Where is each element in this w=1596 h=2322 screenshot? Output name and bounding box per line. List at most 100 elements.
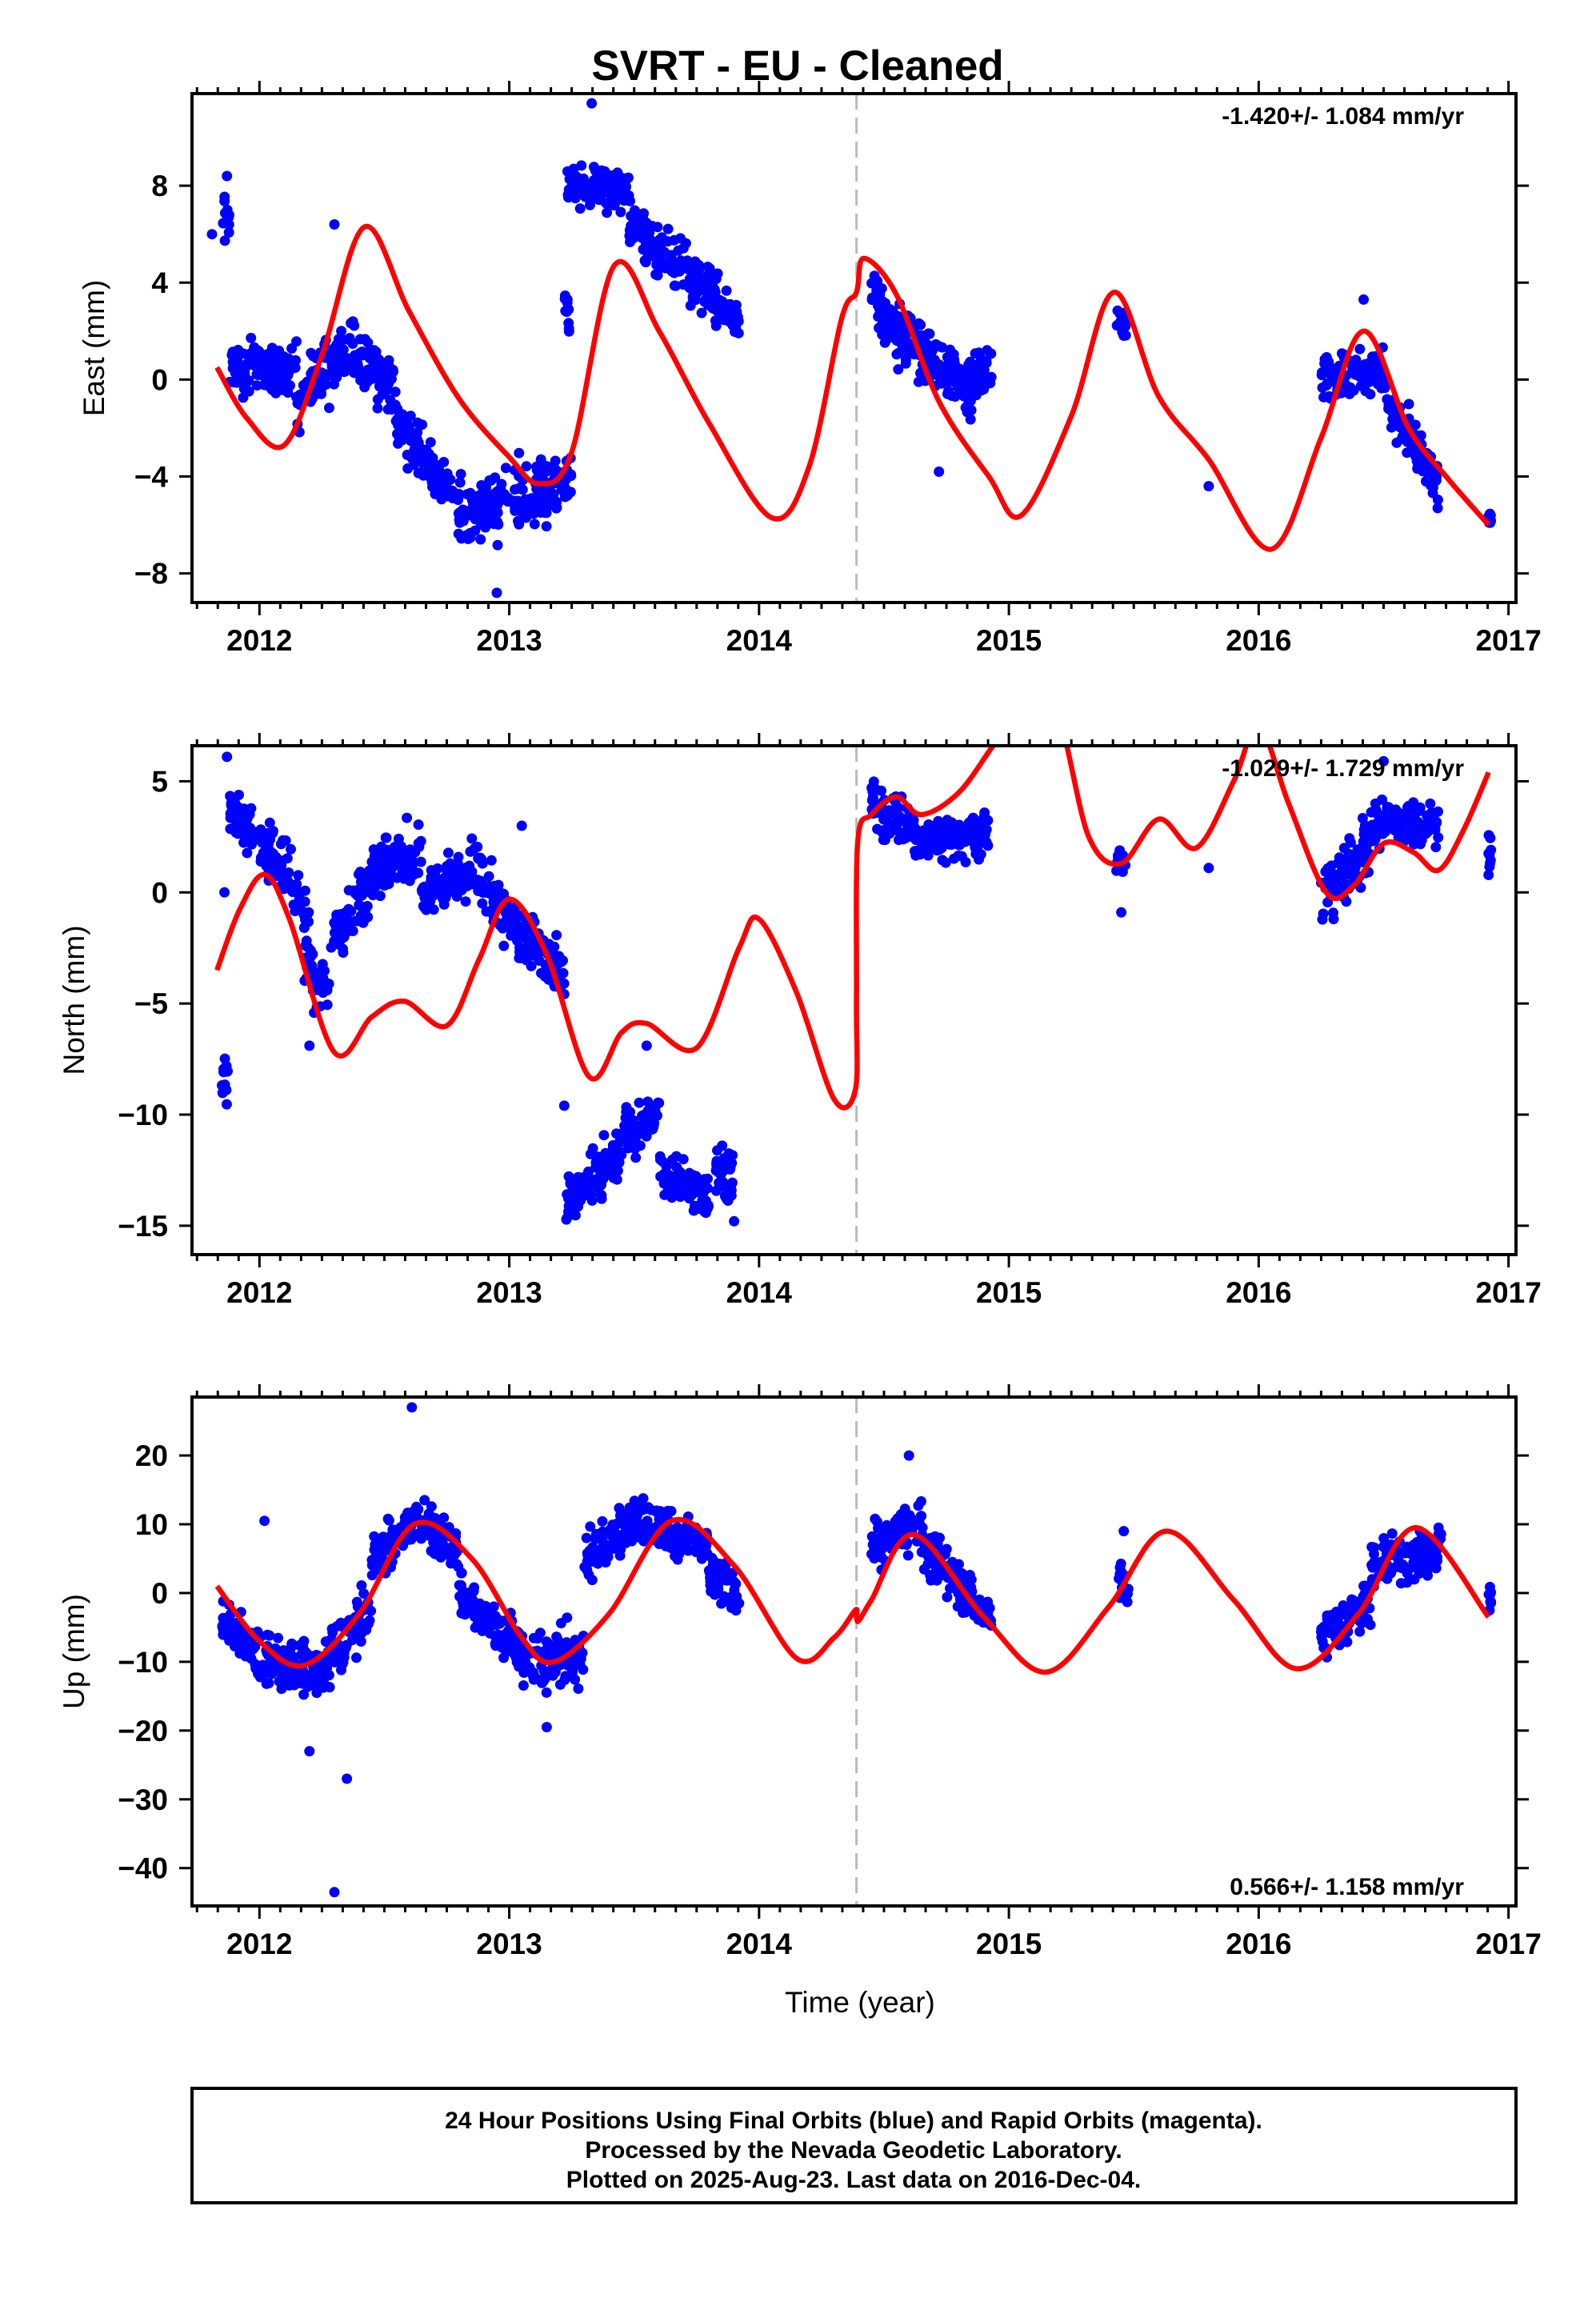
data-point bbox=[490, 1611, 501, 1622]
data-point bbox=[596, 1172, 606, 1183]
data-point bbox=[898, 829, 909, 840]
data-point bbox=[629, 205, 640, 216]
data-point bbox=[454, 477, 466, 488]
data-point bbox=[866, 1548, 877, 1559]
data-point bbox=[614, 1510, 626, 1521]
data-point bbox=[354, 900, 366, 911]
velocity-label: -1.029+/- 1.729 mm/yr bbox=[1222, 755, 1464, 782]
data-point bbox=[492, 539, 503, 550]
data-point bbox=[948, 853, 959, 864]
velocity-label: -1.420+/- 1.084 mm/yr bbox=[1222, 103, 1464, 130]
data-point bbox=[917, 336, 928, 347]
data-point bbox=[615, 206, 626, 218]
data-point bbox=[579, 179, 590, 190]
data-point bbox=[493, 519, 504, 530]
data-point bbox=[558, 486, 569, 497]
data-point bbox=[418, 470, 429, 481]
x-tick-label: 2017 bbox=[1475, 1928, 1541, 1960]
data-point bbox=[1334, 852, 1345, 863]
data-point bbox=[467, 1587, 478, 1599]
data-point bbox=[694, 284, 705, 295]
data-point bbox=[579, 1190, 590, 1201]
data-point bbox=[638, 230, 649, 242]
data-point bbox=[587, 1542, 598, 1553]
data-point bbox=[517, 932, 528, 943]
data-point bbox=[978, 811, 990, 822]
data-point bbox=[1432, 502, 1443, 514]
data-point bbox=[282, 853, 293, 864]
data-point bbox=[206, 229, 218, 240]
data-point bbox=[259, 1515, 270, 1527]
data-point bbox=[1316, 1627, 1326, 1637]
y-tick-label: 8 bbox=[151, 170, 168, 202]
data-point bbox=[488, 1601, 499, 1612]
data-point bbox=[944, 822, 955, 833]
data-point bbox=[550, 1643, 561, 1654]
data-point bbox=[1320, 866, 1331, 877]
data-point bbox=[434, 1537, 446, 1548]
x-axis-label: Time (year) bbox=[785, 1986, 935, 2019]
data-point bbox=[1394, 422, 1406, 433]
data-point bbox=[1358, 294, 1369, 305]
data-point bbox=[597, 1515, 608, 1527]
y-tick-label: −8 bbox=[134, 558, 168, 591]
data-point bbox=[517, 512, 528, 523]
data-point bbox=[310, 975, 321, 987]
data-point bbox=[733, 327, 744, 338]
data-point bbox=[541, 1722, 552, 1732]
data-point bbox=[902, 1550, 914, 1561]
data-point bbox=[292, 398, 303, 409]
data-point bbox=[331, 911, 342, 922]
data-point bbox=[524, 1662, 535, 1673]
data-point bbox=[374, 868, 385, 879]
data-point bbox=[219, 887, 230, 898]
data-point bbox=[516, 820, 527, 831]
data-point bbox=[534, 1627, 546, 1639]
data-point bbox=[1396, 819, 1407, 831]
data-point bbox=[978, 384, 990, 394]
data-point bbox=[910, 850, 922, 861]
x-tick-label: 2013 bbox=[476, 1276, 542, 1309]
data-point bbox=[1330, 363, 1340, 374]
data-point bbox=[486, 475, 497, 486]
data-point bbox=[712, 1145, 722, 1156]
data-point bbox=[1114, 318, 1125, 329]
data-point bbox=[893, 364, 904, 375]
data-point bbox=[416, 1527, 427, 1539]
data-point bbox=[1350, 1595, 1360, 1607]
data-point bbox=[894, 1520, 905, 1531]
data-point bbox=[710, 320, 722, 331]
data-point bbox=[945, 359, 956, 370]
data-point bbox=[867, 1539, 878, 1550]
data-point bbox=[1348, 385, 1359, 396]
data-point bbox=[917, 1522, 928, 1533]
data-point bbox=[245, 350, 256, 361]
data-point bbox=[970, 390, 982, 401]
data-point bbox=[317, 983, 328, 995]
data-point bbox=[582, 1564, 593, 1575]
data-point bbox=[922, 1559, 934, 1570]
x-tick-label: 2016 bbox=[1226, 624, 1291, 657]
y-tick-label: −30 bbox=[118, 1784, 168, 1816]
y-tick-label: 0 bbox=[151, 363, 168, 396]
data-point bbox=[304, 1040, 315, 1051]
data-point bbox=[1331, 1606, 1342, 1617]
data-point bbox=[970, 362, 981, 374]
data-point bbox=[225, 791, 236, 802]
data-point bbox=[935, 822, 946, 833]
data-point bbox=[478, 1614, 489, 1625]
data-point bbox=[618, 180, 630, 191]
x-tick-label: 2015 bbox=[976, 1276, 1042, 1309]
y-axis-label: Up (mm) bbox=[58, 1594, 90, 1709]
data-point bbox=[945, 344, 955, 355]
data-point bbox=[631, 1127, 642, 1139]
data-point bbox=[940, 857, 951, 868]
data-point bbox=[699, 1174, 710, 1185]
data-point bbox=[722, 310, 734, 322]
data-point bbox=[591, 166, 602, 178]
data-point bbox=[413, 819, 424, 831]
data-point bbox=[353, 1630, 364, 1641]
data-point bbox=[430, 1548, 441, 1559]
data-point bbox=[868, 277, 879, 288]
data-point bbox=[417, 419, 428, 430]
